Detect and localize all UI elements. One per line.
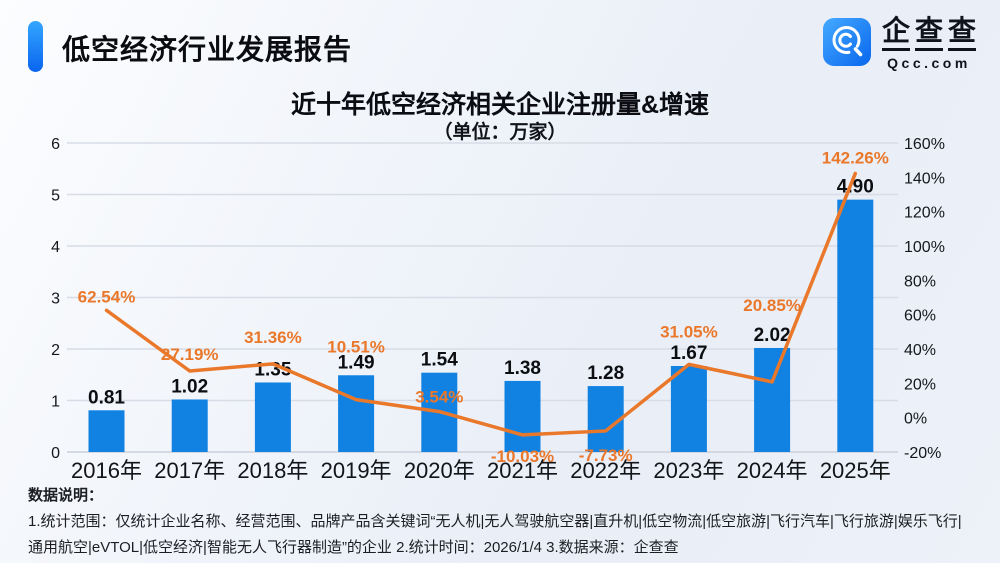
bar (171, 399, 208, 452)
growth-rate-label: -10.03% (491, 447, 554, 466)
x-axis-label: 2017年 (154, 458, 225, 483)
growth-rate-label: 31.05% (660, 322, 718, 341)
right-axis-tick-label: 80% (904, 273, 936, 290)
qcc-logo: 企查查 Qcc.com (822, 17, 976, 71)
x-axis-label: 2024年 (737, 458, 808, 483)
bar (338, 375, 375, 452)
title-accent-bar (28, 21, 43, 72)
bar-value-label: 1.02 (171, 376, 208, 397)
growth-rate-label: 20.85% (743, 296, 801, 315)
growth-rate-label: 142.26% (822, 148, 889, 167)
x-axis-label: 2019年 (321, 458, 392, 483)
right-axis-tick-label: 40% (904, 342, 936, 359)
bar (754, 347, 791, 452)
x-axis-label: 2022年 (570, 458, 641, 483)
data-notes-label: 数据说明： (28, 487, 104, 504)
right-axis-tick-label: 20% (904, 376, 936, 393)
bar (587, 386, 624, 452)
bar (254, 382, 291, 452)
brand-domain: Qcc.com (887, 55, 971, 71)
bar-value-label: 1.38 (504, 358, 541, 379)
data-notes-line: 1.统计范围：仅统计企业名称、经营范围、品牌产品含关键词“无人机|无人驾驶航空器… (28, 513, 962, 530)
bar (670, 365, 707, 452)
growth-rate-label: 10.51% (327, 338, 385, 357)
bar-value-label: 4.90 (837, 177, 874, 198)
x-axis-label: 2018年 (237, 458, 308, 483)
right-axis-tick-label: 0% (904, 411, 927, 428)
chart-unit-subtitle: （单位：万家） (433, 122, 567, 143)
growth-rate-label: 31.36% (244, 328, 302, 347)
growth-rate-label: -7.73% (579, 446, 633, 465)
bar (837, 199, 874, 452)
left-axis-tick-label: 3 (51, 291, 60, 308)
x-axis-label: 2016年 (71, 458, 142, 483)
right-axis-tick-label: -20% (904, 445, 941, 462)
qcc-logo-icon (822, 18, 871, 66)
x-axis-label: 2021年 (487, 458, 558, 483)
left-axis-tick-label: 0 (51, 445, 60, 462)
bar-value-label: 1.54 (421, 350, 458, 371)
left-axis-tick-label: 2 (51, 342, 60, 359)
bar-value-label: 1.67 (670, 343, 707, 364)
report-title: 低空经济行业发展报告 (62, 34, 353, 65)
bar-value-label: 1.28 (587, 363, 624, 384)
left-axis-tick-label: 4 (51, 239, 60, 256)
chart-title: 近十年低空经济相关企业注册量&增速 (290, 91, 710, 119)
brand-name: 企查查 (881, 17, 976, 51)
right-axis-tick-label: 100% (904, 239, 945, 256)
growth-line (104, 171, 858, 437)
growth-rate-label: 27.19% (161, 345, 219, 364)
right-axis-tick-label: 120% (904, 205, 945, 222)
growth-rate-label: 62.54% (78, 287, 136, 306)
growth-rate-label: 3.54% (415, 388, 463, 407)
bar (504, 380, 541, 452)
right-axis-tick-label: 160% (904, 136, 945, 153)
bar-value-label: 1.49 (338, 352, 375, 373)
qcc-logo-text: 企查查 Qcc.com (881, 17, 976, 71)
bar-value-label: 2.02 (754, 325, 791, 346)
bar-value-label: 0.81 (88, 387, 125, 408)
right-axis-tick-label: 60% (904, 308, 936, 325)
left-axis-tick-label: 1 (51, 394, 60, 411)
left-axis-tick-label: 5 (51, 188, 60, 205)
left-axis-tick-label: 6 (51, 136, 60, 153)
data-notes-line: 通用航空|eVTOL|低空经济|智能无人飞行器制造”的企业 2.统计时间：202… (28, 539, 679, 556)
bar (88, 410, 125, 452)
x-axis-label: 2025年 (820, 458, 891, 483)
x-axis-label: 2020年 (404, 458, 475, 483)
right-axis-tick-label: 140% (904, 170, 945, 187)
data-notes: 数据说明： 1.统计范围：仅统计企业名称、经营范围、品牌产品含关键词“无人机|无… (28, 483, 980, 561)
x-axis-label: 2023年 (653, 458, 724, 483)
